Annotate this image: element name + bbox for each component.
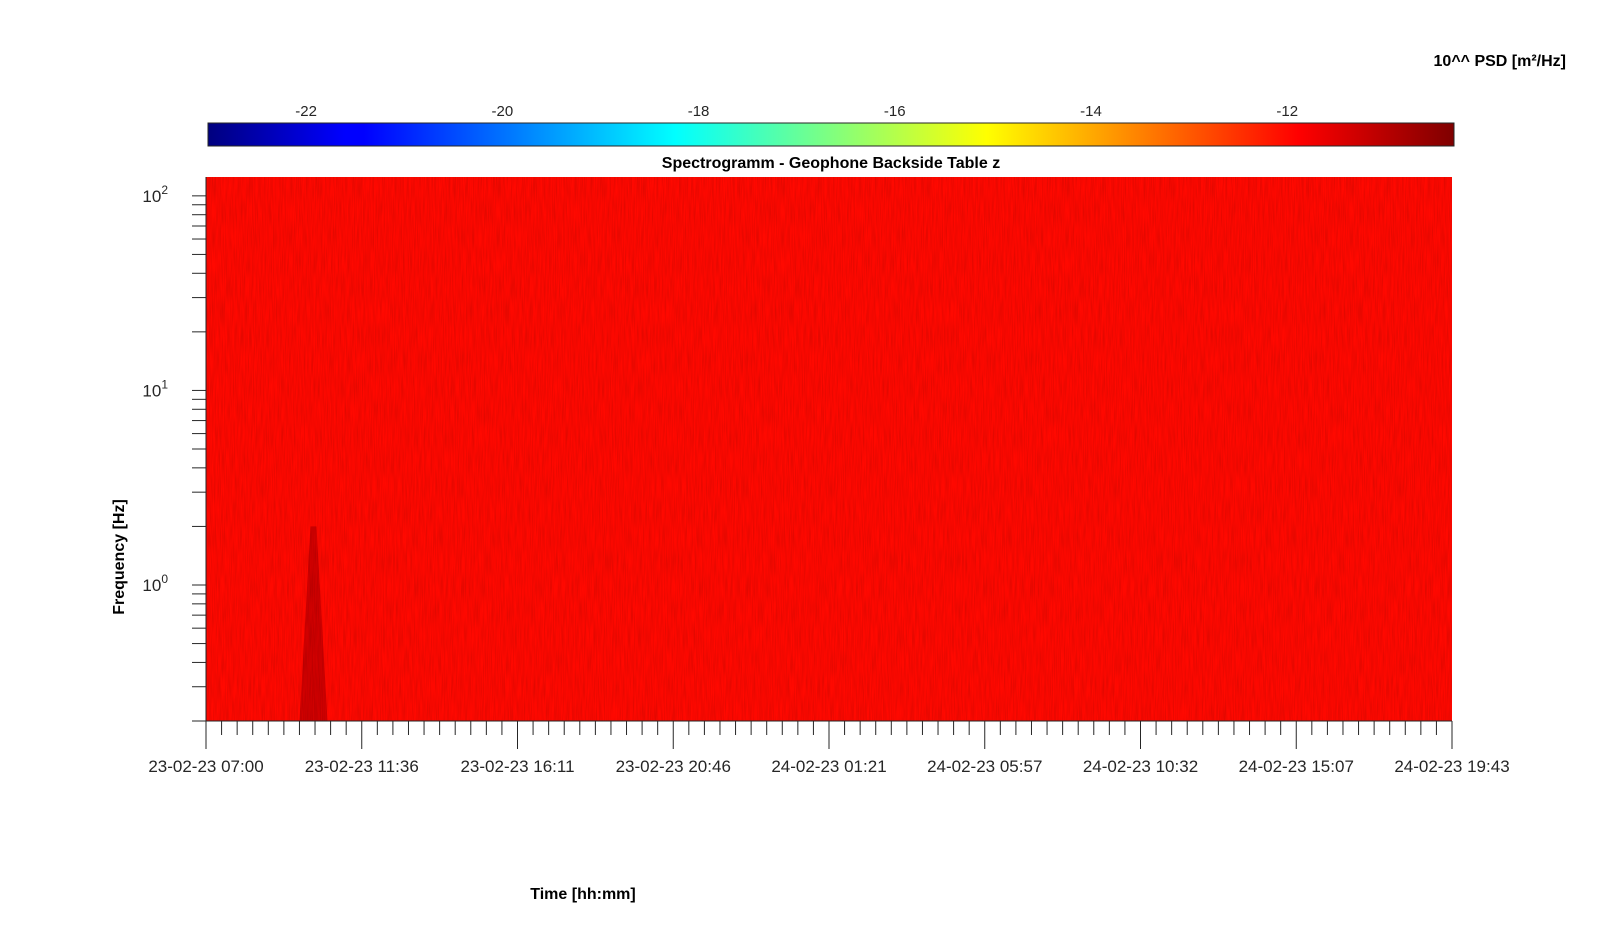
colorbar: [207, 122, 1455, 147]
x-tick-label: 23-02-23 20:46: [616, 757, 731, 776]
y-tick-label: 102: [142, 183, 168, 206]
colorbar-label: 10^^ PSD [m²/Hz]: [1434, 53, 1566, 70]
x-tick-label: 24-02-23 01:21: [771, 757, 886, 776]
x-tick-label: 23-02-23 16:11: [460, 757, 574, 776]
y-axis-label: Frequency [Hz]: [111, 499, 128, 615]
x-tick-label: 24-02-23 05:57: [927, 757, 1042, 776]
y-tick-label: 100: [142, 572, 168, 595]
colorbar-tick-label: -22: [295, 103, 317, 120]
colorbar-tick-label: -18: [688, 103, 710, 120]
colorbar-tick-label: -14: [1080, 103, 1102, 120]
y-tick-label: 101: [142, 377, 168, 400]
colorbar-tick-label: -20: [491, 103, 513, 120]
x-tick-label: 23-02-23 07:00: [148, 757, 263, 776]
x-tick-label: 24-02-23 19:43: [1394, 757, 1509, 776]
x-axis-label: Time [hh:mm]: [530, 886, 635, 903]
colorbar-tick-label: -16: [884, 103, 906, 120]
x-tick-label: 24-02-23 15:07: [1239, 757, 1354, 776]
spectrogram-image: [206, 177, 1452, 721]
x-tick-label: 24-02-23 10:32: [1083, 757, 1198, 776]
x-tick-label: 23-02-23 11:36: [305, 757, 419, 776]
colorbar-tick-label: -12: [1276, 103, 1298, 120]
chart-title: Spectrogramm - Geophone Backside Table z: [662, 155, 1000, 172]
